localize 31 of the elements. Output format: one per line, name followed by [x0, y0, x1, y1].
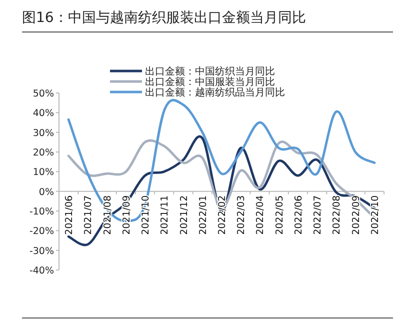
x-tick-label: 2022/09 [350, 195, 362, 235]
chart-title: 图16：中国与越南纺织服装出口金额当月同比 [22, 10, 306, 26]
y-tick-label: -30% [29, 246, 54, 257]
x-tick-label: 2022/08 [332, 195, 343, 235]
x-tick-label: 2022/03 [236, 195, 248, 235]
y-tick-label: -40% [29, 266, 54, 276]
y-tick-label: -20% [29, 226, 54, 238]
legend-label: 出口金额：中国服装当月同比 [145, 76, 275, 88]
y-tick-label: 10% [32, 167, 54, 178]
y-tick-label: 50% [32, 88, 54, 100]
x-tick-label: 2021/07 [83, 195, 94, 235]
x-tick-label: 2021/12 [178, 195, 190, 235]
x-tick-label: 2021/06 [64, 195, 76, 235]
y-tick-label: 0% [38, 186, 54, 198]
y-tick-label: 20% [32, 148, 54, 158]
legend-label: 出口金额：中国纺织当月同比 [145, 66, 275, 78]
x-tick-label: 2022/10 [370, 195, 381, 235]
y-tick-label: 40% [32, 108, 54, 120]
legend-label: 出口金额：越南纺织品当月同比 [145, 86, 285, 98]
x-tick-label: 2022/01 [198, 195, 209, 235]
x-tick-label: 2022/05 [274, 195, 286, 235]
x-tick-label: 2021/11 [160, 195, 171, 235]
x-tick-label: 2021/10 [140, 195, 152, 235]
y-tick-label: -10% [29, 206, 54, 218]
y-tick-label: 30% [32, 128, 54, 139]
x-tick-label: 2021/08 [102, 195, 114, 235]
x-tick-label: 2022/02 [217, 195, 228, 235]
x-tick-label: 2022/06 [293, 195, 304, 235]
x-tick-label: 2022/04 [255, 195, 266, 235]
x-tick-label: 2021/09 [121, 195, 132, 235]
x-tick-label: 2022/07 [312, 195, 324, 235]
